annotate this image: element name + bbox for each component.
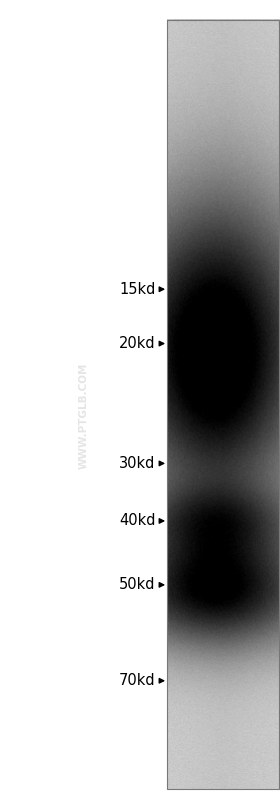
Text: WWW.PTGLB.COM: WWW.PTGLB.COM (79, 362, 89, 469)
Text: 40kd: 40kd (119, 514, 155, 528)
Text: 50kd: 50kd (119, 578, 155, 592)
Bar (167, 20, 279, 789)
Text: 30kd: 30kd (119, 456, 155, 471)
Text: 20kd: 20kd (119, 336, 155, 351)
Text: 15kd: 15kd (119, 282, 155, 296)
Text: 70kd: 70kd (119, 674, 155, 688)
